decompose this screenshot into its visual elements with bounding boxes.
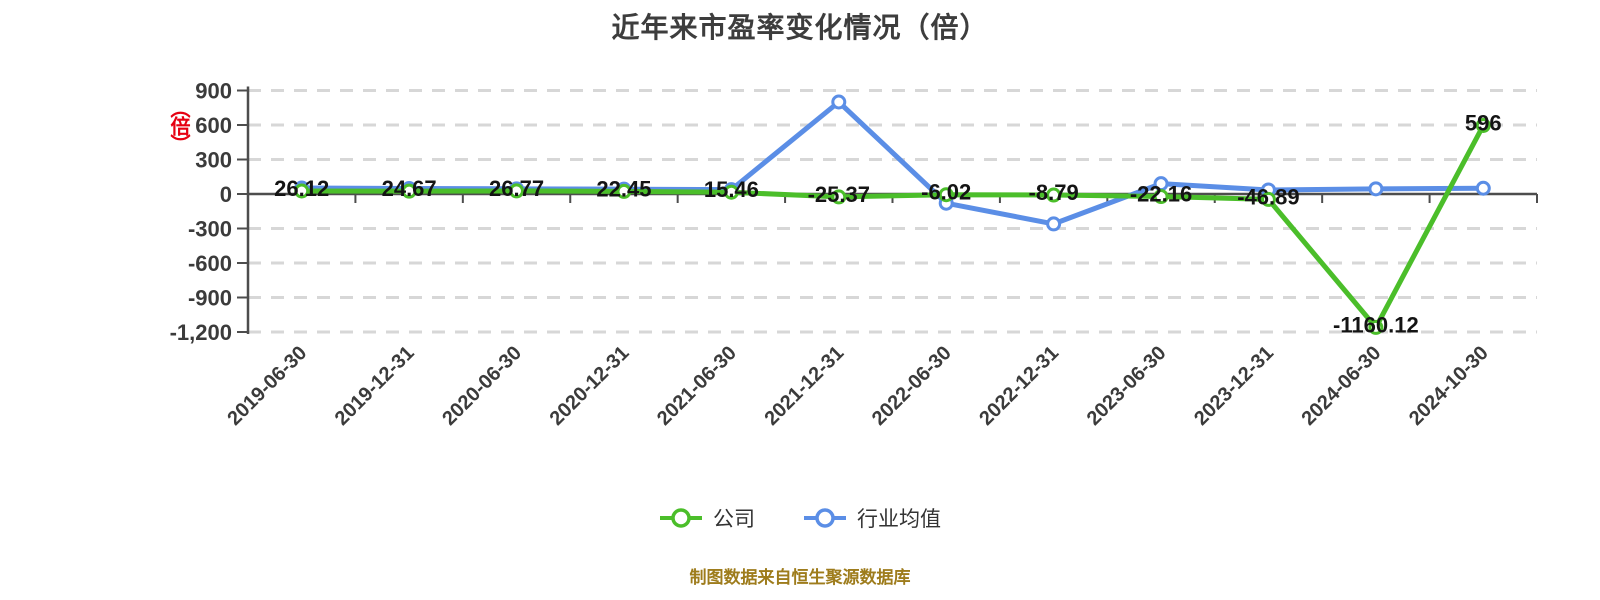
legend-label-industry-average: 行业均值	[857, 508, 941, 531]
company-data-label: -25.37	[808, 182, 870, 207]
x-tick-label: 2021-06-30	[653, 342, 741, 430]
legend-item-company[interactable]: 公司	[659, 503, 755, 533]
company-data-label: -46.89	[1237, 184, 1299, 209]
y-tick-label: 0	[220, 182, 232, 207]
company-line-marker-icon	[660, 508, 702, 528]
y-tick-label: 300	[195, 148, 232, 173]
company-data-label: -8.79	[1029, 180, 1079, 205]
company-data-label: -22.16	[1130, 182, 1192, 207]
legend-item-industry-average[interactable]: 行业均值	[803, 503, 941, 533]
y-tick-label: -1,200	[170, 320, 232, 345]
x-tick-label: 2020-06-30	[438, 342, 526, 430]
company-data-point[interactable]	[723, 184, 739, 200]
company-data-point[interactable]	[509, 183, 525, 199]
company-data-point[interactable]	[1046, 187, 1062, 203]
company-data-label: -6.02	[921, 180, 971, 205]
x-tick-label: 2023-06-30	[1083, 342, 1171, 430]
x-tick-label: 2024-06-30	[1298, 342, 1386, 430]
industry-line-marker-icon	[804, 508, 846, 528]
legend-label-company: 公司	[713, 508, 755, 531]
company-series-line	[299, 122, 1486, 330]
x-tick-label: 2019-12-31	[331, 342, 419, 430]
industry-average-series-line	[299, 99, 1486, 227]
company-data-label: 24.67	[382, 176, 437, 201]
industry-average-data-point[interactable]	[1475, 180, 1491, 196]
y-tick-label: -900	[188, 286, 232, 311]
company-data-point[interactable]	[831, 189, 847, 205]
y-tick-label: 900	[195, 79, 232, 104]
company-data-point[interactable]	[938, 187, 954, 203]
x-tick-label: 2020-12-31	[546, 342, 634, 430]
company-data-label: 26.12	[274, 176, 329, 201]
company-data-label: 596	[1465, 110, 1502, 135]
x-tick-label: 2023-12-31	[1190, 342, 1278, 430]
x-tick-label: 2021-12-31	[760, 342, 848, 430]
chart-title: 近年来市盈率变化情况（倍）	[611, 12, 989, 43]
company-data-point[interactable]	[401, 183, 417, 199]
industry-average-data-point[interactable]	[1368, 181, 1384, 197]
data-source-note: 制图数据来自恒生聚源数据库	[689, 568, 911, 587]
company-data-label: -1160.12	[1333, 312, 1419, 337]
company-data-point[interactable]	[616, 183, 632, 199]
x-tick-label: 2019-06-30	[223, 342, 311, 430]
x-tick-label: 2022-06-30	[868, 342, 956, 430]
company-data-point[interactable]	[294, 183, 310, 199]
company-data-point[interactable]	[1260, 191, 1276, 207]
company-data-label: 22.45	[596, 176, 651, 201]
legend: 公司 行业均值	[0, 503, 1600, 533]
industry-average-data-point[interactable]	[1046, 216, 1062, 232]
company-data-point[interactable]	[1368, 319, 1384, 335]
company-data-point[interactable]	[1475, 117, 1491, 133]
company-data-label: 15.46	[704, 177, 759, 202]
y-tick-label: -600	[188, 251, 232, 276]
x-tick-label: 2022-12-31	[975, 342, 1063, 430]
y-tick-label: 600	[195, 113, 232, 138]
x-tick-label: 2024-10-30	[1405, 342, 1493, 430]
company-data-point[interactable]	[1153, 189, 1169, 205]
industry-average-data-point[interactable]	[831, 94, 847, 110]
y-axis-unit-label: （倍）	[167, 98, 189, 152]
company-data-label: 26.77	[489, 176, 544, 201]
y-tick-label: -300	[188, 217, 232, 242]
